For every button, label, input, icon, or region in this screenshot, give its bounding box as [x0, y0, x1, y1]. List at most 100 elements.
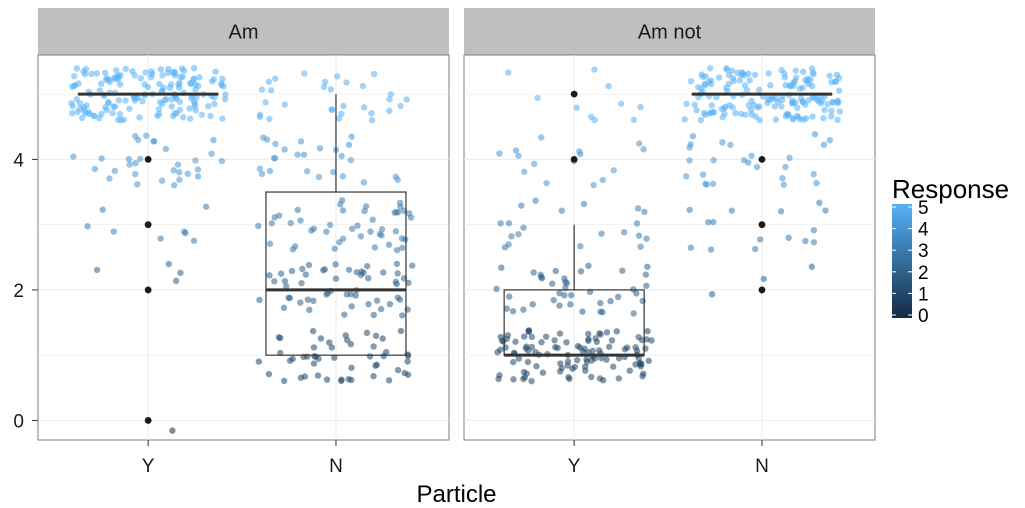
data-point — [804, 75, 812, 82]
data-point — [538, 275, 546, 282]
data-point — [170, 167, 177, 174]
data-point — [781, 70, 788, 77]
data-point — [528, 377, 535, 385]
data-point — [176, 106, 184, 114]
box-outlier — [144, 417, 152, 424]
data-point — [645, 357, 652, 365]
data-point — [294, 151, 301, 158]
data-point — [386, 107, 393, 115]
data-point — [792, 74, 800, 81]
data-point — [597, 299, 604, 307]
data-point — [577, 243, 584, 250]
data-point — [556, 302, 563, 309]
data-point — [172, 95, 180, 102]
data-point — [340, 102, 347, 110]
data-point — [583, 358, 591, 366]
box-outlier — [144, 286, 152, 294]
data-point — [829, 98, 836, 106]
data-point — [833, 71, 841, 78]
data-point — [387, 91, 394, 98]
data-point — [709, 180, 717, 188]
data-point — [613, 328, 620, 335]
data-point — [338, 152, 345, 160]
data-point — [371, 244, 379, 251]
data-point — [816, 199, 823, 206]
data-point — [166, 84, 174, 91]
data-point — [505, 69, 512, 76]
data-point — [520, 306, 527, 313]
data-point — [171, 68, 178, 75]
data-point — [563, 339, 570, 346]
panel-background — [37, 54, 450, 441]
data-point — [360, 104, 368, 111]
data-point — [256, 113, 264, 121]
data-point — [820, 114, 827, 122]
data-point — [258, 170, 266, 178]
data-point — [110, 103, 117, 110]
box-outlier — [144, 156, 152, 163]
data-point — [392, 278, 399, 286]
data-point — [372, 332, 380, 340]
data-point — [592, 335, 599, 342]
data-point — [331, 354, 338, 361]
data-point — [143, 132, 150, 139]
data-point — [643, 235, 650, 242]
data-point — [332, 275, 340, 282]
data-point — [828, 78, 835, 86]
box-outlier — [144, 221, 152, 229]
box-outlier — [758, 221, 766, 229]
data-point — [406, 210, 413, 217]
legend-label: 2 — [918, 263, 929, 284]
data-point — [687, 244, 695, 251]
data-point — [520, 368, 528, 376]
data-point — [590, 181, 597, 189]
data-point — [556, 330, 564, 337]
data-point — [359, 82, 367, 90]
data-point — [834, 116, 841, 124]
data-point — [277, 334, 284, 342]
data-point — [394, 366, 402, 374]
legend-label: 4 — [918, 220, 929, 241]
data-point — [498, 264, 505, 271]
data-point — [399, 312, 406, 319]
data-point — [323, 228, 330, 235]
data-point — [640, 146, 647, 153]
data-point — [122, 65, 129, 73]
data-point — [556, 289, 563, 297]
data-point — [112, 67, 120, 74]
data-point — [515, 355, 522, 362]
data-point — [117, 72, 124, 79]
data-point — [529, 301, 536, 308]
data-point — [634, 205, 642, 212]
legend-label: 3 — [918, 241, 929, 262]
data-point — [176, 176, 183, 183]
data-point — [538, 134, 545, 141]
data-point — [730, 77, 737, 85]
data-point — [141, 81, 148, 88]
box — [265, 94, 407, 356]
data-point — [642, 345, 649, 352]
data-point — [596, 375, 604, 382]
data-point — [155, 111, 163, 118]
data-point — [93, 70, 101, 77]
data-point — [715, 74, 723, 81]
data-point — [574, 356, 581, 364]
data-point — [115, 97, 123, 104]
data-point — [98, 155, 105, 162]
data-point — [263, 136, 271, 143]
data-point — [633, 347, 641, 354]
data-point — [256, 296, 263, 304]
data-point — [286, 357, 294, 364]
data-point — [266, 272, 273, 279]
data-point — [637, 103, 644, 111]
data-point — [748, 152, 755, 159]
data-point — [554, 344, 561, 352]
data-point — [272, 75, 279, 82]
data-point — [539, 369, 547, 376]
data-point — [218, 157, 226, 165]
data-point — [508, 233, 515, 240]
data-point — [585, 262, 592, 269]
data-point — [568, 291, 575, 299]
data-point — [172, 277, 180, 285]
data-point — [330, 168, 337, 176]
